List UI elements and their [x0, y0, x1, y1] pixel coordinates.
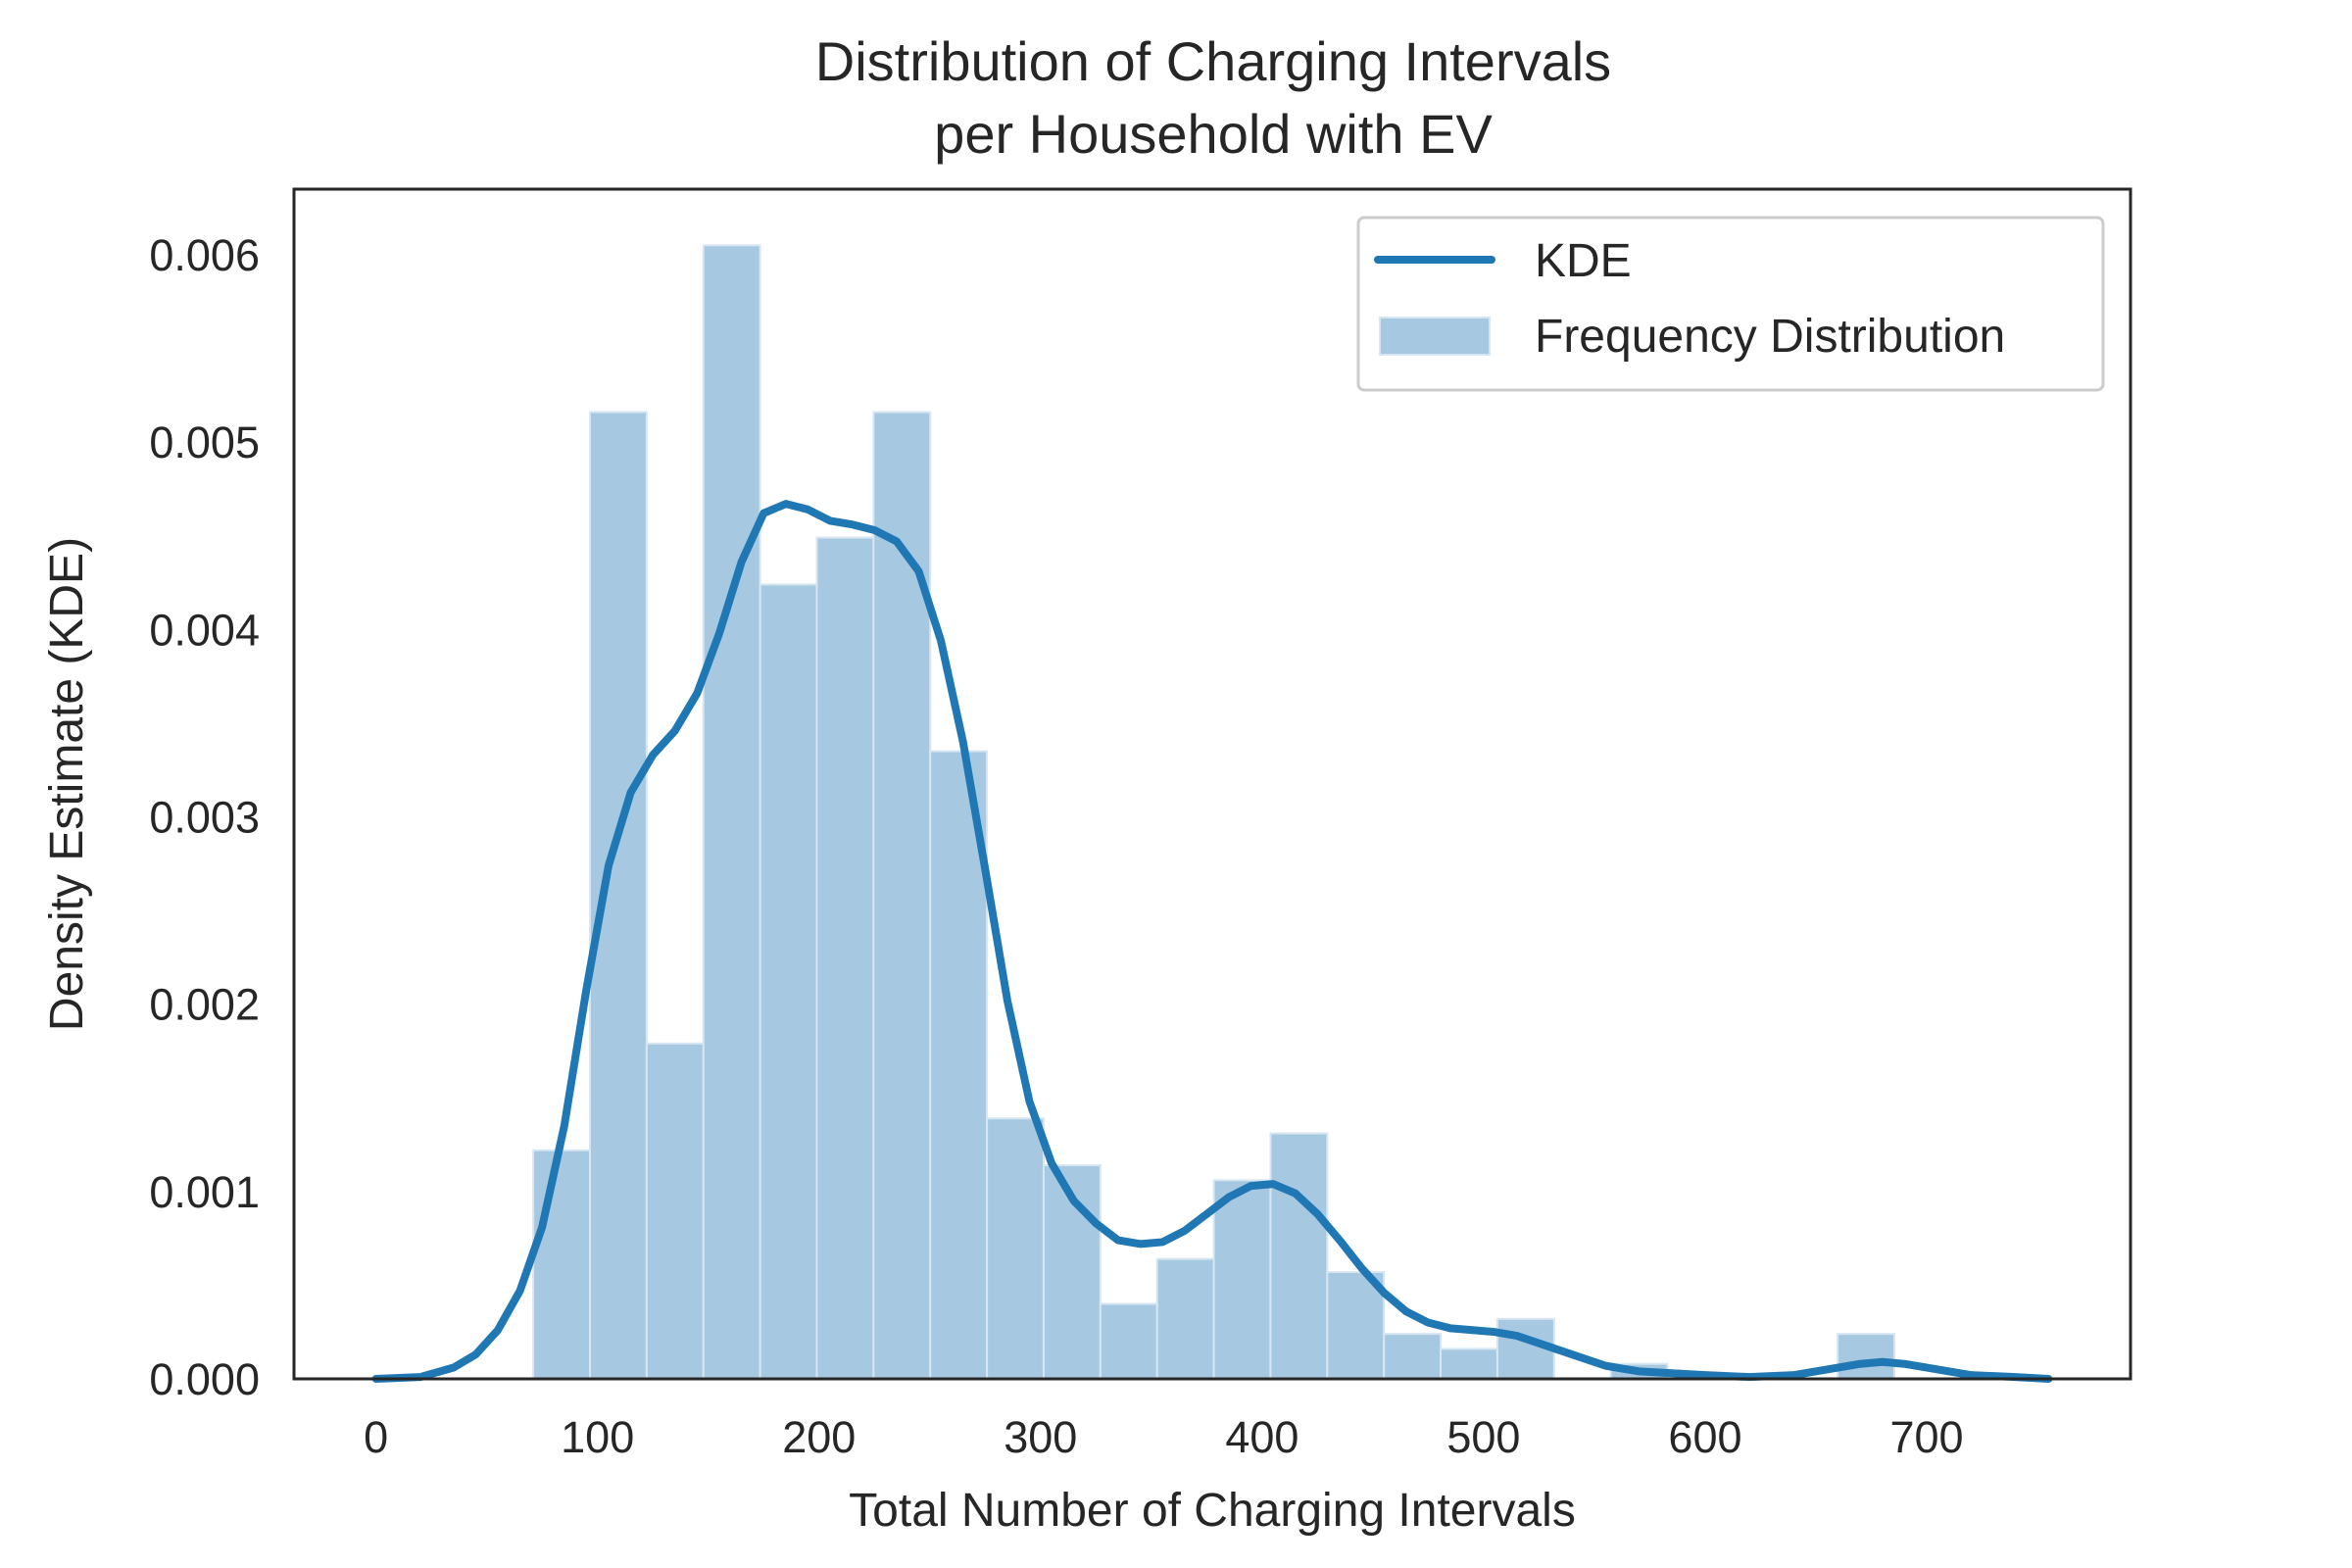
- x-tick-label: 700: [1889, 1412, 1963, 1462]
- x-tick-label: 100: [561, 1412, 634, 1462]
- histogram-bar: [589, 411, 648, 1380]
- histogram-bar: [1440, 1348, 1498, 1381]
- histogram-bar: [532, 1149, 592, 1381]
- histogram-bar: [1099, 1302, 1158, 1381]
- kde-line: [371, 500, 2053, 1383]
- y-tick-label: 0.003: [149, 792, 260, 842]
- legend-kde-label: KDE: [1535, 235, 1632, 287]
- histogram-bar: [645, 1042, 705, 1381]
- histogram-bar: [1155, 1257, 1215, 1381]
- chart-title-line1: Distribution of Charging Intervals: [815, 30, 1611, 92]
- y-axis-ticks: 0.000 0.001 0.002 0.003 0.004 0.005 0.006: [149, 230, 260, 1404]
- x-axis-ticks: 0 100 200 300 400 500 600 700: [364, 1412, 1963, 1462]
- histogram-bar: [815, 536, 875, 1380]
- histogram-bar: [986, 1117, 1045, 1380]
- x-tick-label: 200: [782, 1412, 856, 1462]
- legend: KDE Frequency Distribution: [1356, 216, 2105, 392]
- histogram-bar: [1212, 1179, 1272, 1380]
- x-tick-label: 600: [1668, 1412, 1741, 1462]
- x-tick-label: 300: [1004, 1412, 1077, 1462]
- x-tick-label: 0: [364, 1412, 388, 1462]
- histogram-bars: [532, 244, 1896, 1381]
- histogram-bar: [872, 411, 932, 1380]
- histogram-bar: [1326, 1271, 1386, 1381]
- histogram-bar: [1837, 1333, 1896, 1380]
- y-tick-label: 0.000: [149, 1354, 260, 1404]
- plot-frame: [292, 187, 2132, 1381]
- y-tick-label: 0.004: [149, 605, 260, 655]
- x-axis-label: Total Number of Charging Intervals: [849, 1485, 1576, 1537]
- y-tick-label: 0.001: [149, 1167, 260, 1217]
- legend-box: [1356, 216, 2105, 392]
- x-tick-label: 400: [1225, 1412, 1298, 1462]
- y-tick-label: 0.005: [149, 417, 260, 467]
- histogram-bar: [1383, 1333, 1443, 1380]
- legend-frequency-swatch: [1379, 317, 1491, 356]
- histogram-bar: [1269, 1132, 1329, 1381]
- y-tick-label: 0.006: [149, 230, 260, 280]
- legend-frequency-label: Frequency Distribution: [1535, 311, 2005, 363]
- histogram-bar: [929, 750, 989, 1380]
- chart-title-line2: per Household with EV: [934, 103, 1493, 165]
- y-axis-label: Density Estimate (KDE): [41, 537, 93, 1031]
- y-tick-label: 0.002: [149, 980, 260, 1030]
- x-tick-label: 500: [1446, 1412, 1520, 1462]
- histogram-bar: [759, 583, 818, 1380]
- histogram-bar: [702, 244, 761, 1381]
